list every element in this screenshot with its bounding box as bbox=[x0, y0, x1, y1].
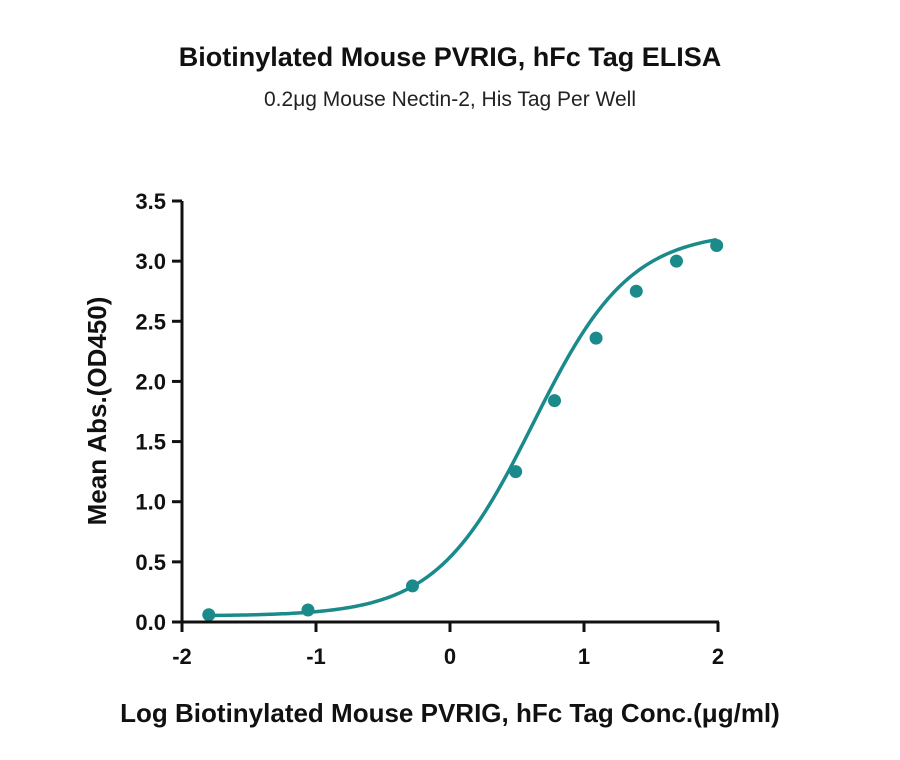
data-point bbox=[202, 608, 216, 622]
plot-area bbox=[202, 237, 724, 622]
chart-title: Biotinylated Mouse PVRIG, hFc Tag ELISA bbox=[179, 42, 722, 72]
data-point bbox=[548, 394, 562, 408]
data-point bbox=[405, 579, 419, 593]
y-tick-label: 0.5 bbox=[135, 550, 166, 575]
x-axis-ticks: -2 -1 0 1 2 bbox=[172, 622, 724, 669]
data-point bbox=[710, 239, 724, 253]
y-tick-label: 1.0 bbox=[135, 490, 166, 515]
data-point bbox=[509, 465, 523, 479]
x-tick-label: -1 bbox=[306, 644, 326, 669]
data-point bbox=[301, 603, 315, 617]
x-tick-label: 1 bbox=[578, 644, 590, 669]
x-tick-label: 0 bbox=[444, 644, 456, 669]
data-point bbox=[589, 331, 603, 345]
y-tick-label: 2.5 bbox=[135, 309, 166, 334]
y-axis-ticks: 0.0 0.5 1.0 1.5 2.0 2.5 3.0 3.5 bbox=[135, 189, 182, 635]
y-tick-label: 3.5 bbox=[135, 189, 166, 214]
x-axis-label: Log Biotinylated Mouse PVRIG, hFc Tag Co… bbox=[120, 698, 780, 728]
data-point bbox=[669, 254, 683, 268]
chart-subtitle: 0.2μg Mouse Nectin-2, His Tag Per Well bbox=[264, 88, 636, 111]
y-tick-label: 2.0 bbox=[135, 369, 166, 394]
y-tick-label: 0.0 bbox=[135, 610, 166, 635]
y-tick-label: 3.0 bbox=[135, 249, 166, 274]
y-tick-label: 1.5 bbox=[135, 430, 166, 455]
fit-curve bbox=[208, 237, 717, 618]
y-axis-label: Mean Abs.(OD450) bbox=[82, 297, 112, 526]
data-point bbox=[629, 284, 643, 298]
x-tick-label: 2 bbox=[712, 644, 724, 669]
x-tick-label: -2 bbox=[172, 644, 192, 669]
